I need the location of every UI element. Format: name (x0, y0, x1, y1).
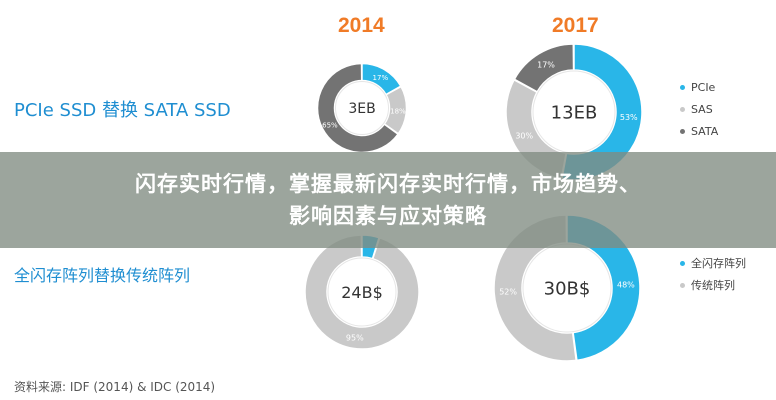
donut-0-slice-0-label: 17% (373, 74, 389, 82)
legend-item-pcie: PCIe (680, 76, 718, 98)
legend-item-all-flash: 全闪存阵列 (680, 252, 746, 274)
year-label-2014: 2014 (338, 14, 385, 37)
legend-item-traditional: 传统阵列 (680, 274, 746, 296)
banner-headline: 闪存实时行情，掌握最新闪存实时行情，市场趋势、 影响因素与应对策略 (28, 168, 748, 232)
donut-1-slice-1-label: 30% (515, 131, 533, 140)
legend-dot-all-flash (680, 260, 685, 266)
legend-label-traditional: 传统阵列 (691, 279, 735, 292)
donut-1-center-label: 13EB (551, 102, 598, 123)
donut-1-slice-2-label: 17% (537, 61, 555, 70)
donut-0-center-label: 3EB (348, 101, 375, 117)
legend-item-sata: SATA (680, 120, 718, 142)
donut-0-slice-2-label: 65% (322, 121, 338, 129)
banner-line-2: 影响因素与应对策略 (289, 204, 487, 228)
donut-1-slice-2 (513, 43, 575, 93)
donut-0-slice-1-label: 18% (390, 107, 406, 115)
donut-3-slice-0-label: 48% (617, 280, 635, 289)
legend-pcie-chart: PCIe SAS SATA (680, 76, 718, 142)
legend-array-chart: 全闪存阵列 传统阵列 (680, 252, 746, 296)
donut-2-slice-1-label: 95% (346, 333, 364, 342)
legend-label-all-flash: 全闪存阵列 (691, 257, 746, 270)
legend-label-pcie: PCIe (691, 80, 716, 94)
legend-label-sas: SAS (691, 102, 713, 116)
donut-2-hole (327, 257, 397, 327)
source-note: 资料来源: IDF (2014) & IDC (2014) (14, 380, 216, 394)
title-banner: 闪存实时行情，掌握最新闪存实时行情，市场趋势、 影响因素与应对策略 (0, 152, 776, 248)
legend-dot-sas (680, 106, 685, 112)
donut-0-slice-2 (316, 62, 400, 154)
donut-2-center-label: 24B$ (341, 283, 383, 302)
legend-item-sas: SAS (680, 98, 718, 120)
legend-dot-traditional (680, 282, 685, 288)
row-label-pcie: PCIe SSD 替换 SATA SSD (14, 100, 231, 121)
legend-dot-sata (680, 128, 685, 134)
legend-label-sata: SATA (691, 124, 719, 138)
legend-dot-pcie (680, 84, 685, 90)
row-label-all-flash: 全闪存阵列替换传统阵列 (14, 266, 191, 285)
donut-1-slice-0-label: 53% (620, 113, 638, 122)
banner-line-1: 闪存实时行情，掌握最新闪存实时行情，市场趋势、 (135, 172, 641, 196)
donut-0-hole (335, 81, 389, 135)
year-label-2017: 2017 (552, 14, 599, 37)
donut-3-center-label: 30B$ (544, 278, 591, 299)
donut-3-slice-1-label: 52% (499, 288, 517, 297)
